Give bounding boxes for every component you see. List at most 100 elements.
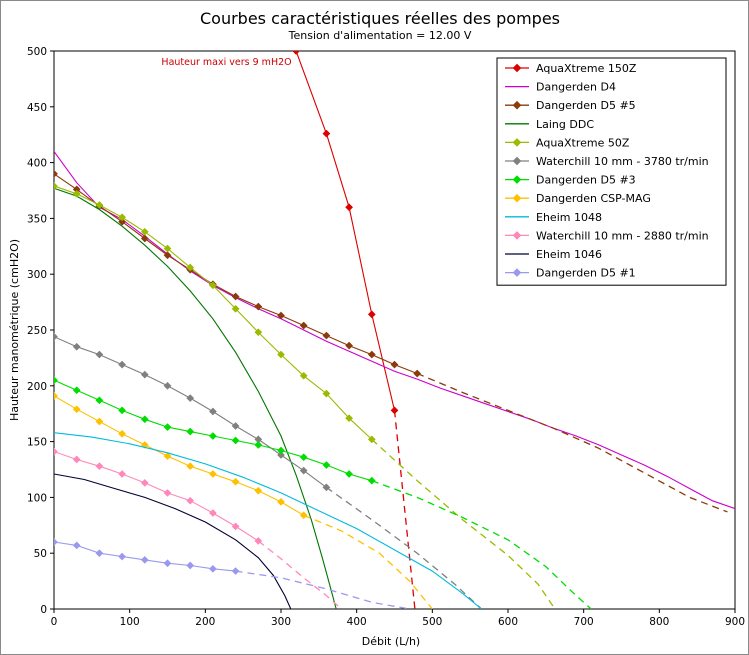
data-point xyxy=(140,415,149,424)
legend-swatch-marker xyxy=(512,156,522,166)
data-point xyxy=(72,342,81,351)
legend-label: AquaXtreme 50Z xyxy=(536,136,630,149)
legend-label: Dangerden D5 #3 xyxy=(536,174,636,187)
series-extrapolation-line xyxy=(371,480,592,609)
series-extrapolation-line xyxy=(303,514,433,609)
legend-item: Dangerden CSP-MAG xyxy=(505,192,651,205)
data-point xyxy=(277,451,285,459)
data-point xyxy=(208,432,217,440)
data-point xyxy=(322,483,331,492)
data-point xyxy=(208,407,217,416)
y-tick-label: 300 xyxy=(27,269,47,281)
legend-swatch-marker xyxy=(512,138,522,147)
data-point xyxy=(322,129,331,138)
legend-item: Waterchill 10 mm - 2880 tr/min xyxy=(505,229,709,242)
legend-swatch-marker xyxy=(512,231,522,240)
legend-item: AquaXtreme 150Z xyxy=(505,62,637,75)
legend-item: AquaXtreme 50Z xyxy=(505,136,630,149)
series-waterchill-10-mm-2880-tr-min xyxy=(54,447,342,609)
data-point xyxy=(163,452,172,461)
data-point xyxy=(72,189,81,198)
data-point xyxy=(54,391,58,400)
legend-label: Waterchill 10 mm - 2880 tr/min xyxy=(536,229,709,242)
data-point xyxy=(322,389,331,398)
data-point xyxy=(163,488,172,497)
data-point xyxy=(140,555,149,564)
legend-item: Eheim 1046 xyxy=(505,248,602,261)
legend-item: Dangerden D5 #1 xyxy=(505,267,636,280)
series-extrapolation-line xyxy=(416,372,728,513)
series-waterchill-10-mm-3780-tr-min xyxy=(54,332,482,609)
data-point xyxy=(299,371,308,380)
legend-label: Dangerden D5 #1 xyxy=(536,267,636,280)
x-tick-label: 900 xyxy=(725,616,745,628)
y-tick-label: 450 xyxy=(27,102,47,114)
data-point xyxy=(345,414,354,423)
series-aquaxtreme-150z xyxy=(292,51,416,609)
data-point xyxy=(299,466,308,475)
data-point xyxy=(72,541,81,550)
data-point xyxy=(54,332,58,341)
series-aquaxtreme-50z xyxy=(54,182,556,609)
data-point xyxy=(231,567,240,576)
data-point xyxy=(231,477,240,486)
data-point xyxy=(254,486,263,495)
data-point xyxy=(72,405,81,414)
x-axis-label: Débit (L/h) xyxy=(362,635,420,648)
data-point xyxy=(186,561,195,570)
legend-label: Dangerden D4 xyxy=(536,81,616,94)
legend-swatch-marker xyxy=(512,268,522,277)
data-point xyxy=(54,538,58,546)
data-point xyxy=(254,536,263,545)
legend-label: Eheim 1048 xyxy=(536,211,602,224)
data-point xyxy=(163,381,172,390)
series-dangerden-d5-3 xyxy=(54,376,592,609)
y-tick-label: 100 xyxy=(27,492,47,504)
series-eheim-1048 xyxy=(54,432,482,609)
data-point xyxy=(186,462,195,471)
data-point xyxy=(163,244,172,253)
data-point xyxy=(140,234,149,243)
y-tick-label: 350 xyxy=(27,213,47,225)
legend-label: Dangerden CSP-MAG xyxy=(536,192,651,205)
x-tick-label: 400 xyxy=(347,616,367,628)
data-point xyxy=(140,370,149,379)
data-point xyxy=(208,564,217,573)
legend-swatch-marker xyxy=(512,175,522,184)
data-point xyxy=(163,251,172,260)
x-tick-label: 200 xyxy=(195,616,215,628)
data-point xyxy=(163,423,172,432)
data-point xyxy=(54,447,58,456)
data-point xyxy=(299,511,308,520)
legend-box xyxy=(496,57,727,286)
data-point xyxy=(95,350,104,359)
series-eheim-1046 xyxy=(54,473,292,609)
annotation-max-head: Hauteur maxi vers 9 mH2O xyxy=(161,57,291,68)
data-point xyxy=(299,321,308,330)
x-tick-label: 0 xyxy=(51,616,58,628)
data-point xyxy=(231,304,240,313)
data-point xyxy=(118,360,127,369)
legend-label: Eheim 1046 xyxy=(536,248,602,261)
data-point xyxy=(208,470,217,478)
series-extrapolation-line xyxy=(326,486,482,609)
y-tick-label: 250 xyxy=(27,325,47,337)
data-point xyxy=(118,406,127,415)
legend: AquaXtreme 150Z Dangerden D4 Dangerden D5 … xyxy=(496,57,727,286)
x-tick-label: 700 xyxy=(574,616,594,628)
data-point xyxy=(390,406,399,415)
data-point xyxy=(54,169,58,178)
data-point xyxy=(345,341,354,350)
series-line xyxy=(54,473,292,609)
y-tick-label: 50 xyxy=(34,548,47,560)
y-tick-label: 400 xyxy=(27,158,47,170)
data-point xyxy=(118,213,127,222)
legend-item: Eheim 1048 xyxy=(505,211,602,224)
series-line xyxy=(54,451,259,542)
legend-label: Waterchill 10 mm - 3780 tr/min xyxy=(536,155,709,168)
data-point xyxy=(186,496,195,505)
data-point xyxy=(277,350,285,359)
data-point xyxy=(231,436,240,445)
data-point xyxy=(322,331,331,340)
